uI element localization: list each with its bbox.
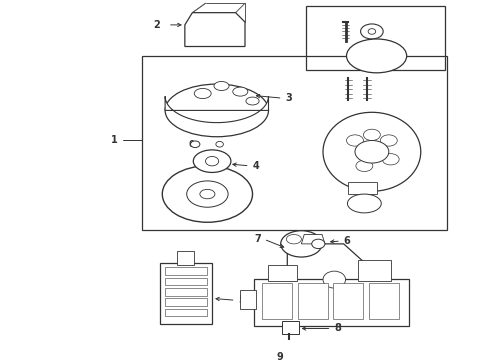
Polygon shape (185, 13, 245, 46)
Bar (177, 251, 194, 265)
Text: 4: 4 (252, 161, 259, 171)
Ellipse shape (246, 97, 259, 105)
Bar (306, 6, 445, 70)
Ellipse shape (200, 189, 215, 199)
Text: 7: 7 (254, 234, 261, 244)
Bar (165, 278, 207, 285)
Polygon shape (165, 96, 269, 123)
Ellipse shape (356, 160, 373, 171)
Ellipse shape (205, 157, 219, 166)
Polygon shape (348, 182, 377, 194)
Ellipse shape (162, 166, 252, 222)
Text: 5: 5 (239, 295, 245, 305)
Bar (165, 309, 207, 316)
Ellipse shape (346, 135, 364, 146)
Text: 9: 9 (276, 352, 283, 360)
Bar (160, 263, 212, 324)
Ellipse shape (194, 89, 211, 99)
Text: 3: 3 (285, 93, 292, 103)
Ellipse shape (361, 24, 383, 39)
Bar (142, 56, 447, 230)
Ellipse shape (347, 194, 381, 213)
Polygon shape (301, 234, 325, 244)
Ellipse shape (323, 112, 421, 191)
Text: 6: 6 (188, 140, 194, 149)
Bar (240, 290, 256, 309)
Bar (262, 283, 292, 319)
Ellipse shape (233, 87, 248, 96)
Ellipse shape (281, 231, 322, 257)
Text: 1: 1 (111, 135, 118, 145)
Ellipse shape (355, 140, 389, 163)
Bar (165, 288, 207, 296)
Polygon shape (287, 244, 363, 308)
Bar (358, 260, 391, 280)
Bar (165, 267, 207, 275)
Bar (282, 321, 298, 334)
Ellipse shape (346, 39, 407, 73)
Text: 8: 8 (334, 324, 341, 333)
Ellipse shape (191, 141, 200, 148)
Ellipse shape (364, 129, 380, 140)
Ellipse shape (380, 135, 397, 146)
Bar (254, 279, 410, 326)
Bar (269, 265, 296, 280)
Ellipse shape (214, 81, 229, 90)
Ellipse shape (323, 271, 345, 288)
Bar (165, 298, 207, 306)
Text: 2: 2 (154, 20, 160, 30)
Bar (297, 283, 328, 319)
Ellipse shape (286, 234, 301, 244)
Ellipse shape (187, 181, 228, 207)
Ellipse shape (216, 141, 223, 147)
Ellipse shape (368, 29, 376, 34)
Ellipse shape (382, 154, 399, 165)
Ellipse shape (194, 150, 231, 172)
Ellipse shape (312, 239, 325, 249)
Text: 6: 6 (343, 236, 350, 246)
Ellipse shape (165, 84, 269, 137)
Bar (369, 283, 399, 319)
Bar (333, 283, 364, 319)
